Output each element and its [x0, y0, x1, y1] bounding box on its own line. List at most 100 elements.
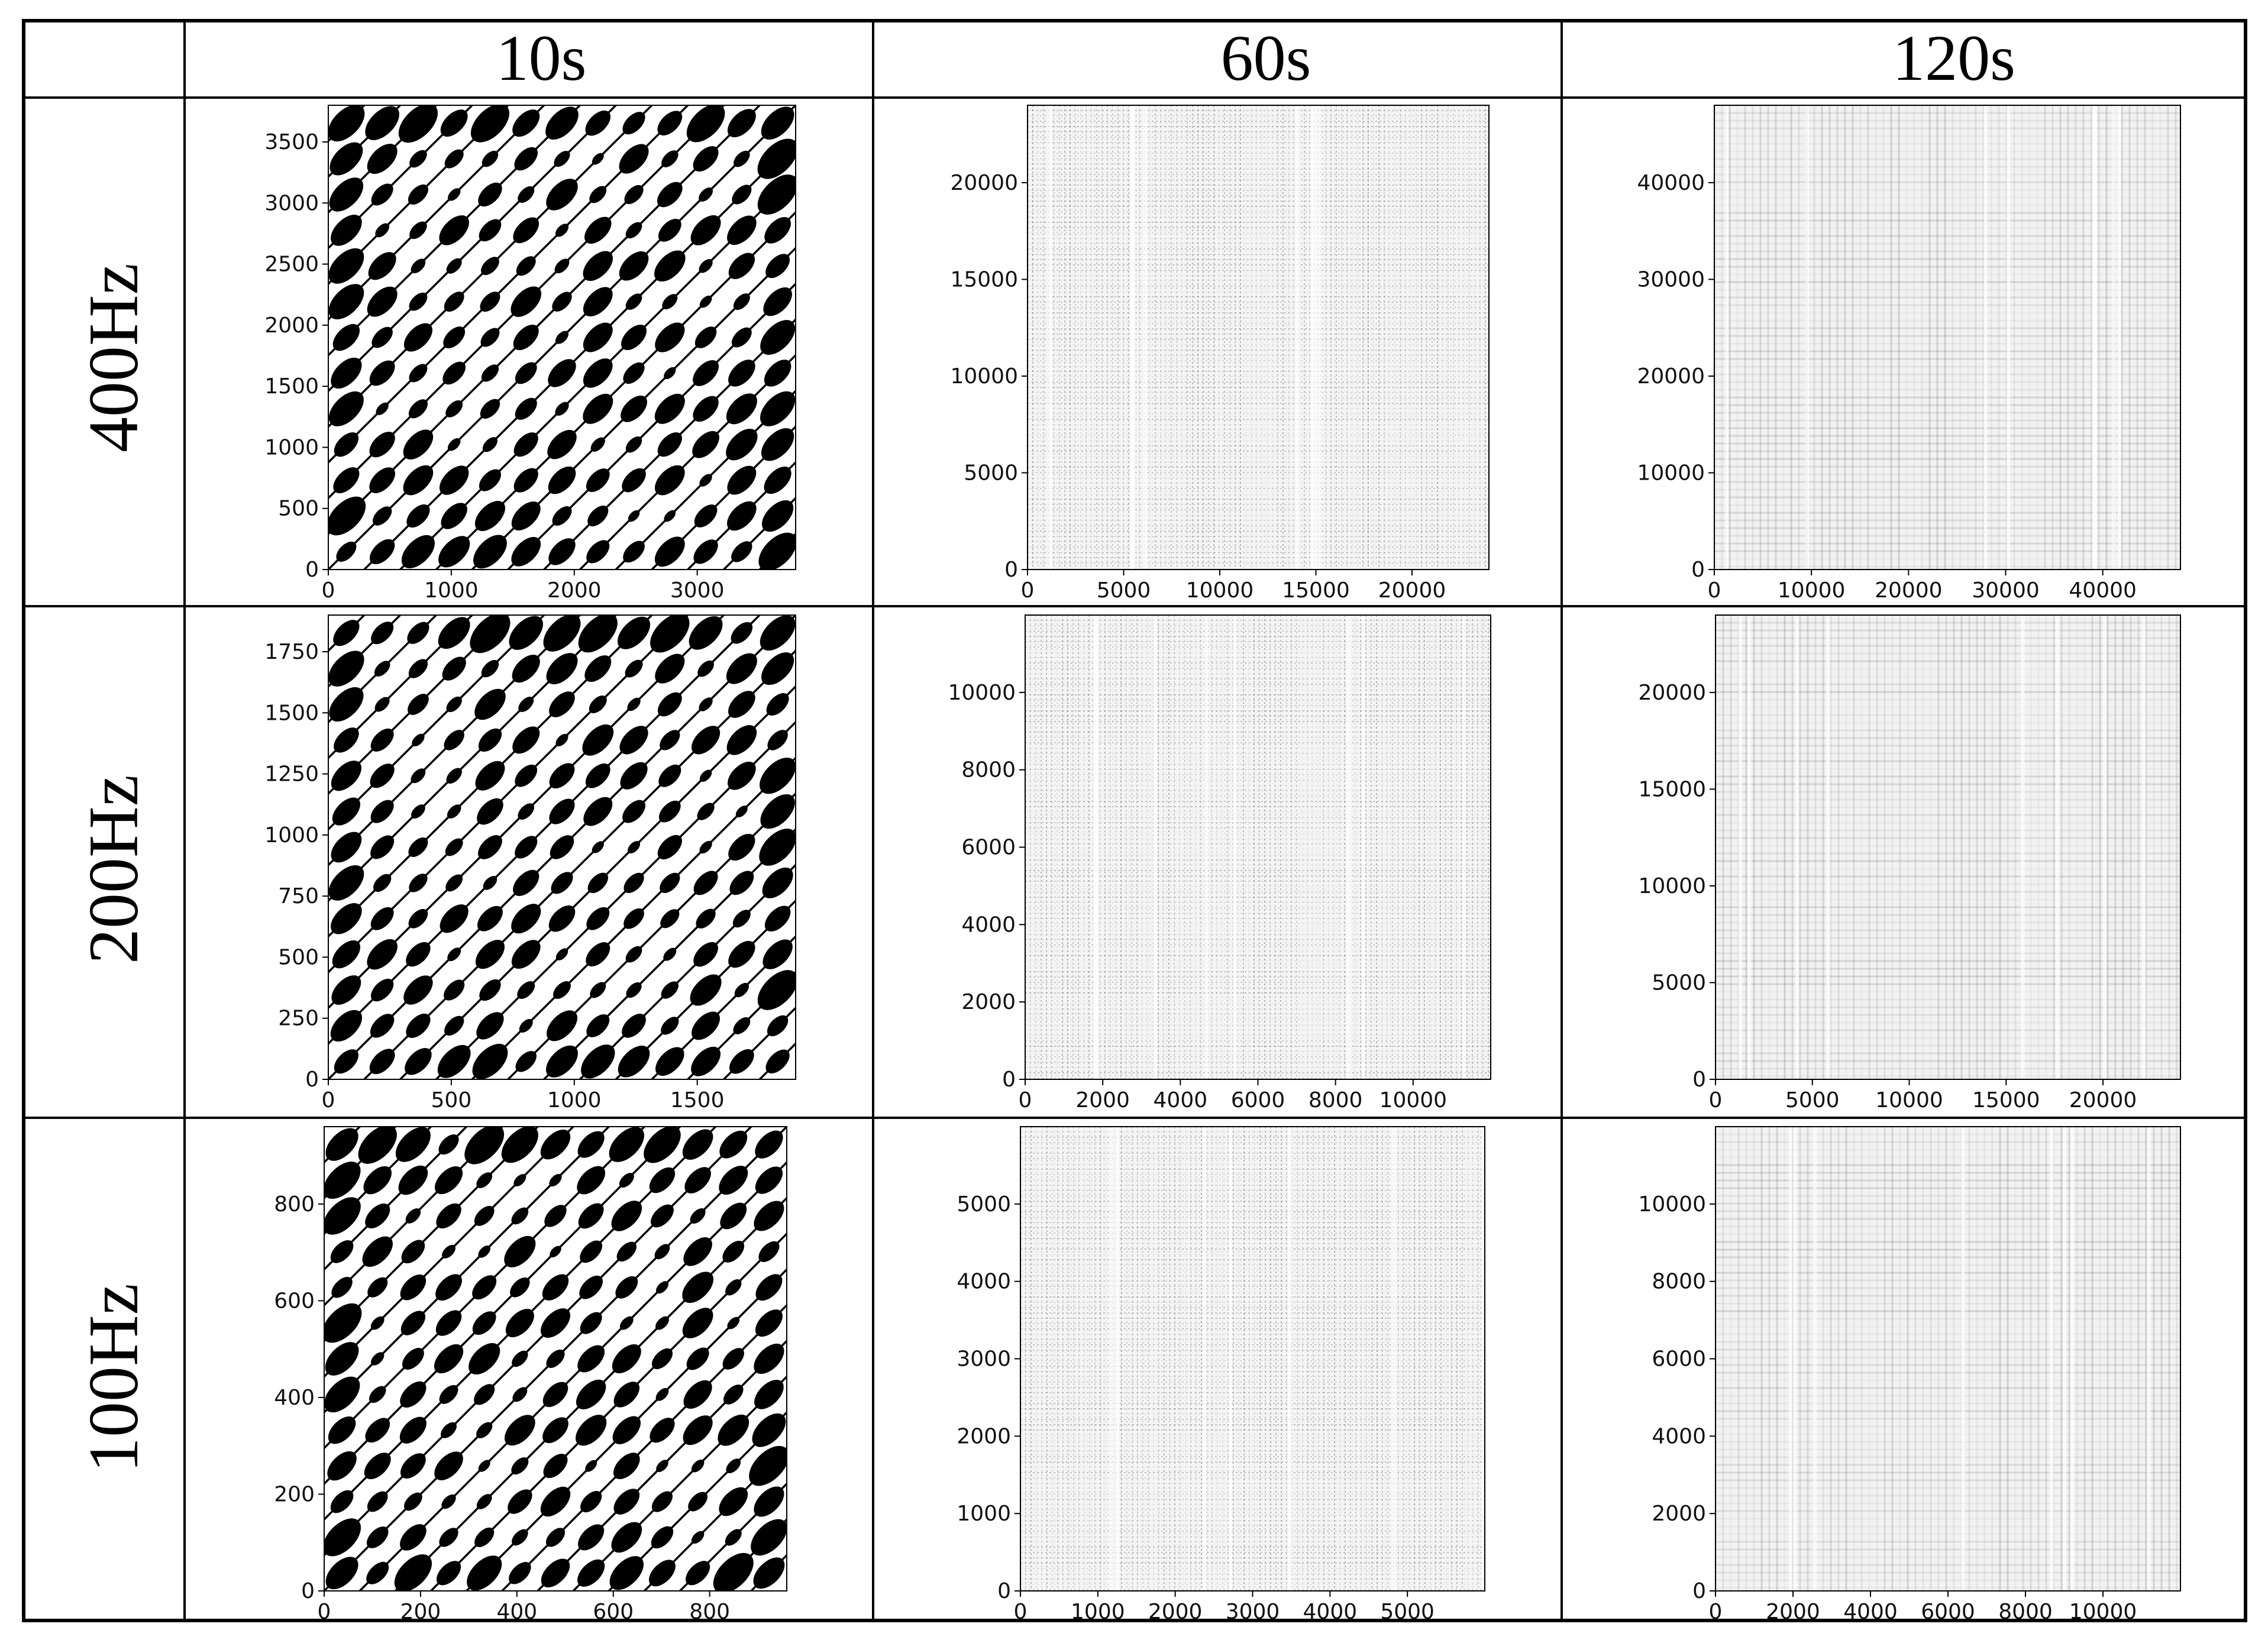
recurrence-blob [751, 1519, 787, 1556]
recurrence-blob [480, 399, 500, 419]
white-gap [1793, 1127, 1797, 1591]
recurrence-blob [406, 1013, 431, 1038]
recurrence-blob [661, 1017, 679, 1035]
white-gap [1204, 615, 1209, 1079]
recurrence-blob [651, 1491, 673, 1512]
white-gap [1318, 105, 1322, 570]
white-gap [1229, 1127, 1233, 1591]
recurrence-blob [733, 1017, 751, 1034]
recurrence-blob [408, 694, 429, 715]
recurrence-blob [583, 797, 613, 826]
white-gap [2021, 615, 2025, 1079]
recurrence-blob [582, 724, 614, 756]
recurrence-blob [727, 501, 757, 531]
recurrence-blob [726, 653, 757, 684]
recurrence-blob [578, 1524, 605, 1551]
recurrence-blob [517, 981, 535, 999]
recurrence-blob [509, 616, 543, 650]
recurrence-blob [442, 361, 466, 385]
recurrence-blob [541, 1308, 570, 1338]
plot-area [1028, 105, 1489, 570]
x-tick-label: 0 [1708, 578, 1721, 603]
recurrence-blob [436, 1203, 461, 1229]
recurrence-blob [546, 653, 578, 685]
recurrence-blob [475, 761, 505, 791]
recurrence-blob [472, 1275, 497, 1300]
recurrence-blob [334, 727, 359, 753]
x-tick-label: 4000 [1154, 1088, 1208, 1112]
recurrence-blob [683, 1380, 712, 1409]
white-gap [1153, 615, 1157, 1079]
recurrence-blob [324, 1303, 362, 1343]
recurrence-blob [583, 287, 613, 316]
recurrence-blob [324, 1518, 361, 1557]
white-gap [1789, 1127, 1793, 1591]
recurrence-blob [729, 1049, 754, 1074]
recurrence-blob [515, 764, 538, 787]
recurrence-blob [578, 1203, 604, 1229]
recurrence-blob [580, 1312, 602, 1334]
recurrence-blob [511, 904, 541, 934]
recurrence-blob [728, 253, 755, 279]
plot-area [324, 1127, 787, 1591]
recurrence-blob [447, 804, 461, 819]
recurrence-blob [765, 254, 790, 279]
recurrence-blob [682, 1272, 714, 1303]
recurrence-blob [590, 437, 605, 452]
recurrence-blob [328, 284, 364, 320]
recurrence-blob [764, 360, 791, 387]
recurrence-blob [690, 1208, 706, 1224]
recurrence-blob [445, 874, 463, 892]
x-tick-label: 500 [431, 1088, 472, 1112]
recurrence-blob [518, 697, 534, 712]
recurrence-blob [718, 1414, 749, 1446]
recurrence-blob [444, 292, 464, 312]
x-tick-label: 1000 [424, 578, 479, 603]
x-tick-label: 0 [1709, 1088, 1723, 1112]
x-tick-label: 4000 [1843, 1600, 1898, 1624]
recurrence-blob [623, 362, 645, 384]
recurrence-blob [660, 909, 680, 929]
recurrence-blob [658, 800, 681, 823]
y-tick-label: 0 [305, 1068, 319, 1092]
recurrence-blob [586, 1014, 610, 1037]
recurrence-blob [580, 1240, 603, 1263]
recurrence-blob [693, 146, 719, 172]
recurrence-blob [755, 1166, 783, 1194]
recurrence-blob [406, 942, 431, 967]
recurrence-blob [587, 505, 609, 526]
recurrence-blob [370, 1014, 395, 1038]
x-tick-label: 40000 [2069, 578, 2137, 603]
recurrence-plot-100hz-120s: 0 2000 4000 6000 8000 10000 0 2000 4000 6000 8000 1… [1638, 1126, 2181, 1624]
recurrence-blob [334, 432, 359, 457]
recurrence-blob [325, 1128, 358, 1161]
recurrence-blob [550, 1246, 561, 1258]
recurrence-blob [331, 1277, 353, 1298]
recurrence-blob [442, 1244, 455, 1259]
recurrence-blob [552, 506, 572, 526]
x-tick-label: 10000 [2069, 1600, 2137, 1624]
recurrence-blob [403, 429, 434, 460]
recurrence-blob [470, 105, 510, 143]
recurrence-blob [693, 396, 719, 422]
recurrence-blob [400, 1453, 426, 1479]
y-tick-label: 250 [278, 1007, 319, 1031]
y-tick-label: 20000 [1638, 681, 1706, 705]
recurrence-blob [515, 362, 537, 384]
recurrence-blob [375, 223, 390, 238]
column-header-120s: 120s [1892, 22, 2015, 94]
recurrence-blob [331, 357, 362, 389]
recurrence-blob [371, 183, 393, 206]
recurrence-blob [576, 1415, 607, 1446]
recurrence-blob [616, 1241, 637, 1262]
recurrence-blob [481, 364, 499, 382]
recurrence-plot-100hz-60s: 0 1000 2000 3000 4000 5000 0 1000 2000 3000 4000 50… [957, 1126, 1485, 1624]
recurrence-blob [481, 659, 499, 678]
recurrence-blob [693, 942, 718, 967]
recurrence-blob [586, 942, 610, 967]
recurrence-blob [625, 293, 642, 310]
recurrence-blob [373, 506, 392, 526]
recurrence-blob [657, 182, 683, 208]
recurrence-blob [661, 150, 679, 167]
recurrence-blob [412, 733, 425, 747]
